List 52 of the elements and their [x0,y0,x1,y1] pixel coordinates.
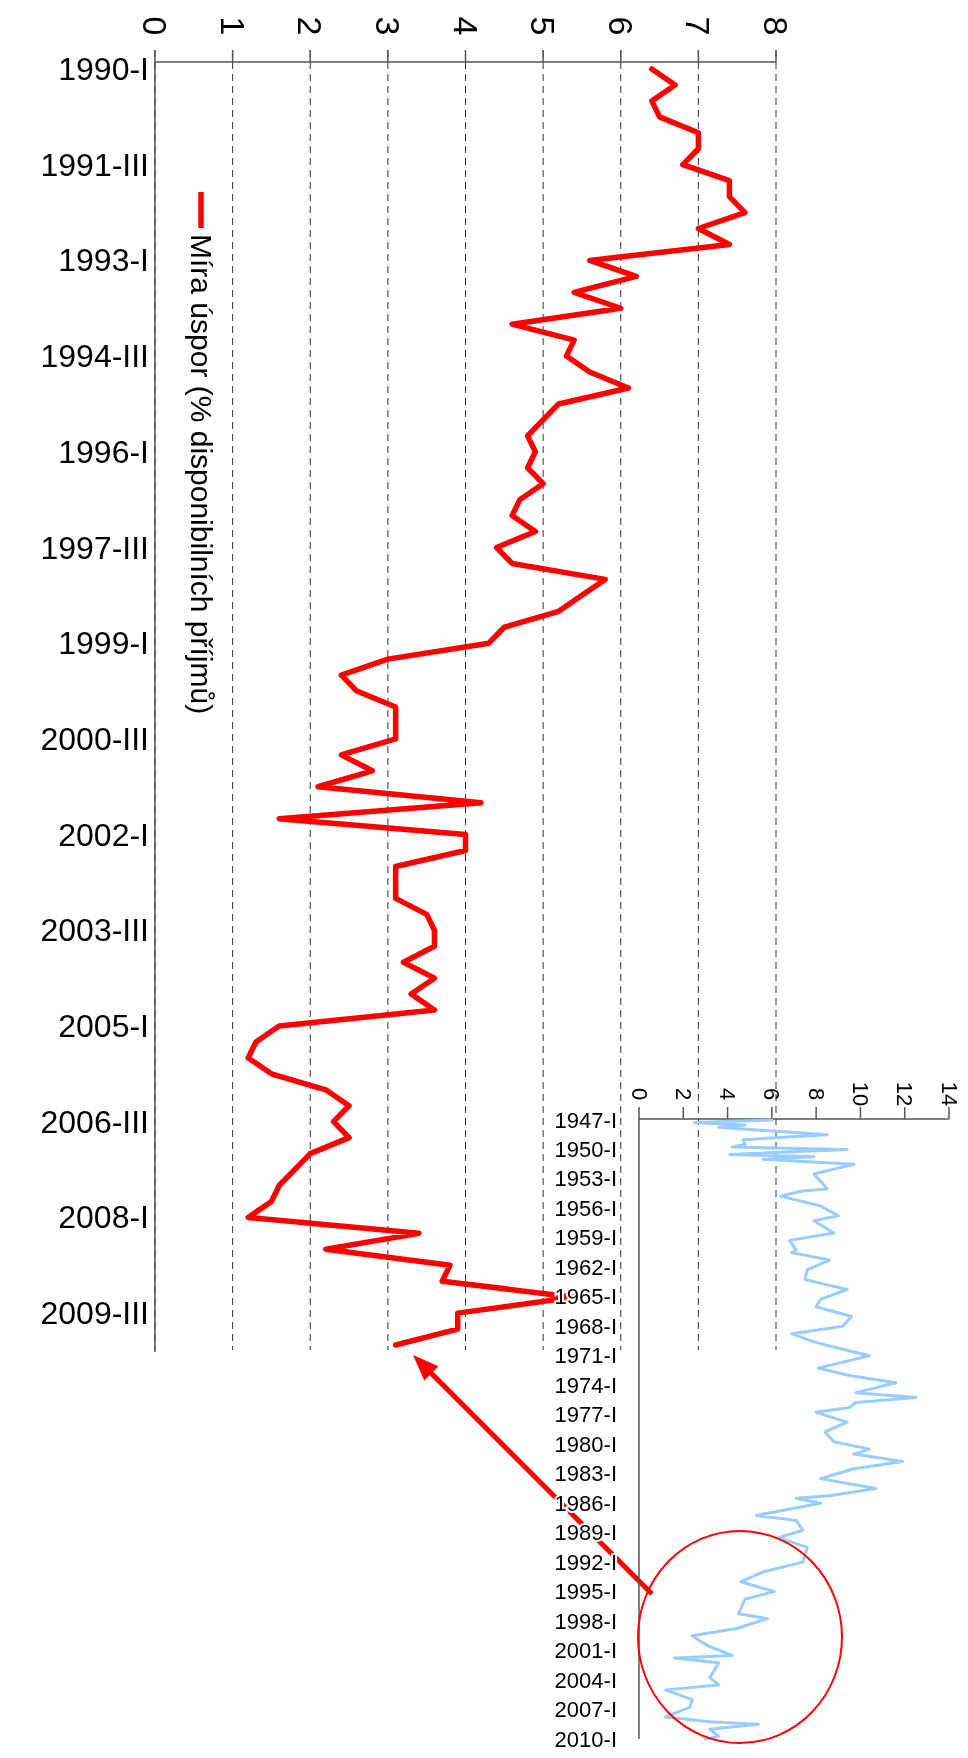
y-tick-label: 2004-I [554,1667,617,1693]
y-tick-label: 2002-I [58,816,149,853]
x-tick-label: 6 [759,1087,785,1101]
line-series [664,1118,918,1741]
y-tick-label: 1983-I [554,1461,617,1487]
y-tick-label: 1998-I [554,1608,617,1634]
y-tick-label: 2008-I [58,1199,149,1236]
x-tick-label: 3 [368,16,407,36]
y-tick-label: 1977-I [554,1402,617,1428]
y-tick-label: 2001-I [554,1638,617,1664]
legend-label: Míra úspor (% disponibilních příjmů) [184,234,218,715]
y-tick-label: 1971-I [554,1343,617,1369]
x-tick-label: 4 [715,1087,741,1101]
x-tick-label: 8 [757,16,795,36]
x-tick-label: 2 [291,16,330,36]
y-tick-label: 1950-I [554,1136,617,1162]
y-tick-label: 2010-I [554,1726,617,1752]
x-tick-label: 1 [213,16,252,36]
y-tick-label: 1953-I [554,1166,617,1192]
y-tick-label: 1997-III [40,529,149,566]
y-tick-label: 1993-I [58,242,149,279]
y-tick-label: 1994-III [40,338,149,375]
x-tick-label: 5 [524,16,563,36]
y-tick-label: 1959-I [554,1225,617,1251]
y-tick-label: 1956-I [554,1195,617,1221]
x-tick-label: 10 [847,1081,873,1107]
y-tick-label: 1968-I [554,1313,617,1339]
x-tick-label: 7 [679,16,718,36]
y-tick-label: 2007-I [554,1697,617,1723]
x-tick-label: 4 [446,16,485,36]
x-tick-label: 8 [803,1087,829,1101]
y-tick-label: 2003-III [40,912,149,949]
x-tick-label: 0 [626,1087,652,1101]
y-tick-label: 1995-I [554,1579,617,1605]
y-tick-label: 1962-I [554,1254,617,1280]
y-tick-label: 2005-I [58,1008,149,1044]
y-tick-label: 1990-I [58,51,149,87]
y-tick-label: 2006-III [40,1103,149,1140]
y-tick-label: 1991-III [40,146,149,183]
y-tick-label: 2009-III [40,1295,149,1332]
y-tick-label: 2000-III [40,720,149,757]
y-tick-label: 1947-I [554,1107,617,1133]
y-tick-label: 1999-I [58,625,149,662]
x-tick-label: 6 [601,16,640,36]
x-tick-label: 0 [136,16,174,36]
x-tick-label: 12 [892,1081,918,1107]
y-tick-label: 1996-I [58,433,149,470]
x-tick-label: 2 [670,1087,696,1101]
y-tick-label: 1974-I [554,1372,617,1398]
y-tick-label: 1980-I [554,1431,617,1457]
x-tick-label: 14 [936,1081,962,1107]
y-tick-label: 1992-I [554,1549,617,1575]
